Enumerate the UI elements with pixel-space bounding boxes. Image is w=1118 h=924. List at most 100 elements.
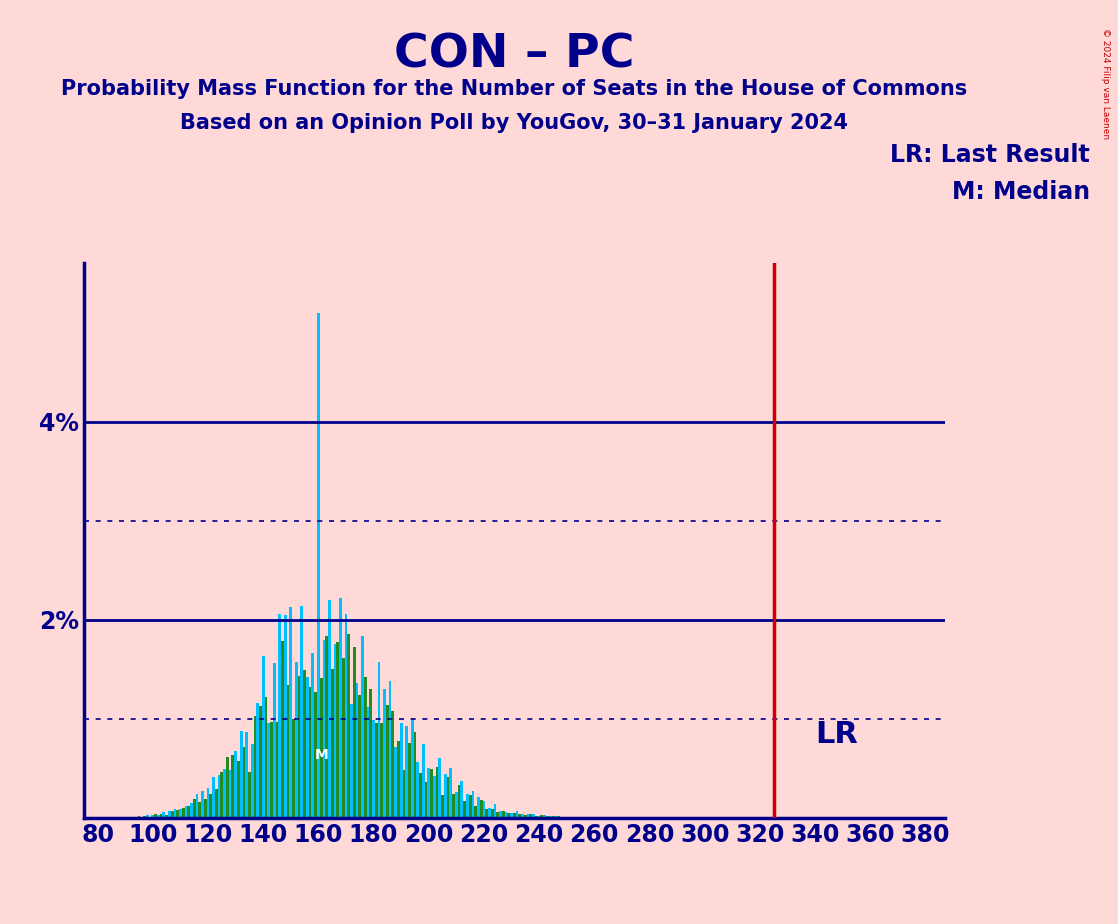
Bar bbox=[361, 637, 363, 818]
Bar bbox=[224, 769, 226, 818]
Text: Probability Mass Function for the Number of Seats in the House of Commons: Probability Mass Function for the Number… bbox=[61, 79, 967, 99]
Bar bbox=[363, 676, 367, 818]
Bar bbox=[215, 788, 218, 818]
Bar bbox=[196, 794, 198, 818]
Bar bbox=[461, 781, 463, 818]
Bar bbox=[527, 814, 530, 818]
Bar bbox=[508, 813, 510, 818]
Bar bbox=[477, 796, 480, 818]
Bar bbox=[259, 706, 262, 818]
Bar bbox=[397, 741, 400, 818]
Bar bbox=[309, 687, 312, 818]
Bar bbox=[177, 810, 179, 818]
Bar bbox=[168, 811, 171, 818]
Bar bbox=[419, 773, 421, 818]
Bar bbox=[356, 683, 359, 818]
Bar bbox=[250, 744, 254, 818]
Bar bbox=[239, 731, 243, 818]
Bar bbox=[375, 723, 378, 818]
Text: CON – PC: CON – PC bbox=[394, 32, 635, 78]
Bar bbox=[367, 708, 369, 818]
Bar bbox=[256, 703, 259, 818]
Bar bbox=[286, 685, 290, 818]
Bar bbox=[160, 814, 162, 818]
Bar bbox=[350, 704, 353, 818]
Bar bbox=[421, 744, 425, 818]
Bar bbox=[318, 313, 320, 818]
Bar bbox=[378, 662, 380, 818]
Bar bbox=[483, 801, 485, 818]
Bar bbox=[408, 743, 410, 818]
Bar bbox=[466, 794, 468, 818]
Bar bbox=[265, 697, 267, 818]
Bar bbox=[555, 816, 557, 818]
Bar bbox=[489, 808, 491, 818]
Bar bbox=[320, 678, 322, 818]
Bar bbox=[416, 762, 419, 818]
Bar bbox=[430, 769, 433, 818]
Bar bbox=[427, 769, 430, 818]
Bar bbox=[322, 639, 325, 818]
Bar bbox=[188, 806, 190, 818]
Bar bbox=[530, 814, 532, 818]
Bar bbox=[331, 669, 333, 818]
Bar bbox=[162, 811, 165, 818]
Bar bbox=[333, 644, 337, 818]
Bar bbox=[262, 656, 265, 818]
Bar bbox=[306, 677, 309, 818]
Bar bbox=[173, 808, 177, 818]
Text: M: M bbox=[314, 748, 328, 762]
Bar bbox=[303, 671, 306, 818]
Bar bbox=[414, 732, 416, 818]
Bar bbox=[557, 817, 560, 818]
Bar bbox=[372, 721, 375, 818]
Bar bbox=[389, 681, 391, 818]
Bar bbox=[480, 800, 483, 818]
Bar bbox=[540, 815, 543, 818]
Bar bbox=[472, 791, 474, 818]
Bar bbox=[410, 719, 414, 818]
Bar bbox=[386, 705, 389, 818]
Bar bbox=[339, 598, 342, 818]
Bar bbox=[182, 808, 184, 818]
Bar bbox=[499, 811, 502, 818]
Bar bbox=[549, 816, 551, 818]
Bar bbox=[383, 688, 386, 818]
Text: M: Median: M: Median bbox=[951, 180, 1090, 204]
Bar bbox=[179, 809, 182, 818]
Bar bbox=[295, 663, 297, 818]
Bar bbox=[485, 809, 489, 818]
Bar bbox=[515, 811, 519, 818]
Bar bbox=[245, 733, 248, 818]
Bar bbox=[165, 815, 168, 818]
Bar bbox=[359, 695, 361, 818]
Bar bbox=[474, 806, 477, 818]
Bar bbox=[513, 812, 515, 818]
Bar bbox=[171, 810, 173, 818]
Bar bbox=[452, 795, 455, 818]
Bar bbox=[284, 615, 286, 818]
Bar bbox=[543, 815, 546, 818]
Bar bbox=[536, 816, 538, 818]
Bar bbox=[271, 722, 273, 818]
Bar bbox=[344, 614, 348, 818]
Bar bbox=[237, 760, 239, 818]
Bar bbox=[538, 816, 540, 818]
Bar bbox=[273, 663, 276, 818]
Text: LR: Last Result: LR: Last Result bbox=[890, 143, 1090, 167]
Bar bbox=[151, 815, 154, 818]
Bar bbox=[532, 813, 536, 818]
Text: © 2024 Filip van Laenen: © 2024 Filip van Laenen bbox=[1101, 28, 1110, 139]
Bar bbox=[314, 692, 318, 818]
Bar bbox=[209, 794, 212, 818]
Bar bbox=[457, 784, 461, 818]
Bar bbox=[502, 811, 504, 818]
Bar bbox=[551, 816, 555, 818]
Bar bbox=[444, 774, 447, 818]
Bar bbox=[546, 816, 549, 818]
Bar bbox=[348, 634, 350, 818]
Bar bbox=[231, 755, 235, 818]
Bar bbox=[154, 814, 157, 818]
Bar bbox=[438, 758, 442, 818]
Bar bbox=[207, 788, 209, 818]
